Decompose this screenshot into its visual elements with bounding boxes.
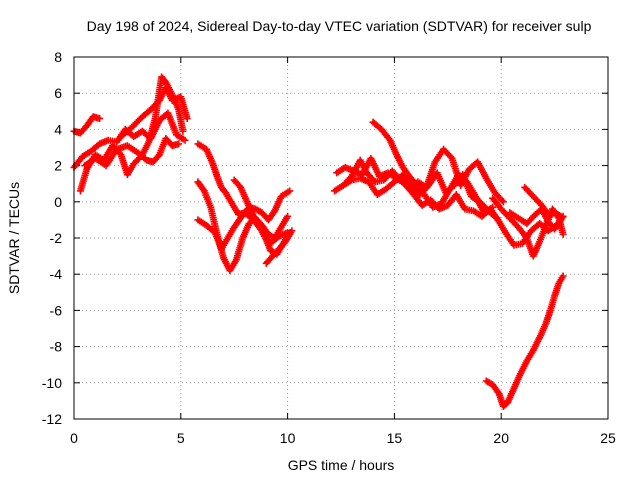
data-point: [179, 127, 187, 135]
series-arc14: [369, 118, 497, 217]
data-point: [199, 185, 207, 193]
data-point: [489, 203, 497, 211]
y-tick-label: 2: [54, 158, 62, 174]
data-point: [447, 153, 455, 161]
data-point: [559, 272, 567, 280]
series-arc18: [521, 183, 565, 220]
series-arc19: [482, 272, 567, 410]
x-tick-label: 0: [70, 430, 78, 446]
x-tick-label: 20: [493, 430, 509, 446]
data-point: [183, 115, 191, 123]
y-tick-label: 0: [54, 194, 62, 210]
series-arc4: [81, 134, 183, 170]
y-tick-label: -2: [50, 230, 63, 246]
x-tick-label: 15: [387, 430, 403, 446]
series-arc10: [262, 227, 296, 267]
y-axis-label: SDTVAR / TECUs: [6, 182, 22, 294]
series-arc1: [70, 113, 104, 137]
y-tick-label: 4: [54, 121, 62, 137]
y-tick-label: -4: [50, 266, 63, 282]
x-axis-label: GPS time / hours: [288, 457, 395, 473]
chart-title: Day 198 of 2024, Sidereal Day-to-day VTE…: [87, 18, 592, 34]
data-point: [96, 115, 104, 123]
data-point: [557, 212, 565, 220]
data-point: [175, 140, 183, 148]
y-tick-labels: -12 -10 -8 -6 -4 -2 0 2 4 6 8: [42, 49, 62, 427]
data-point: [559, 230, 567, 238]
y-tick-label: 8: [54, 49, 62, 65]
y-tick-label: -8: [50, 339, 63, 355]
plot-frame: [73, 56, 609, 420]
y-tick-label: -6: [50, 302, 63, 318]
data-point: [286, 187, 294, 195]
data-point: [556, 217, 564, 225]
axis-ticks: [73, 56, 609, 420]
data-point: [499, 198, 507, 206]
y-tick-label: -10: [42, 375, 62, 391]
data-point: [181, 136, 189, 144]
series-arc5: [117, 84, 191, 141]
y-tick-label: 6: [54, 85, 62, 101]
x-tick-label: 25: [600, 430, 616, 446]
x-tick-label: 10: [280, 430, 296, 446]
data-point: [284, 212, 292, 220]
y-tick-label: -12: [42, 411, 62, 427]
x-tick-labels: 0 5 10 15 20 25: [70, 430, 616, 446]
data-point: [288, 227, 296, 235]
x-tick-label: 5: [177, 430, 185, 446]
data-point: [498, 196, 506, 204]
series-arc8: [194, 187, 294, 253]
data-layer: [70, 73, 567, 410]
